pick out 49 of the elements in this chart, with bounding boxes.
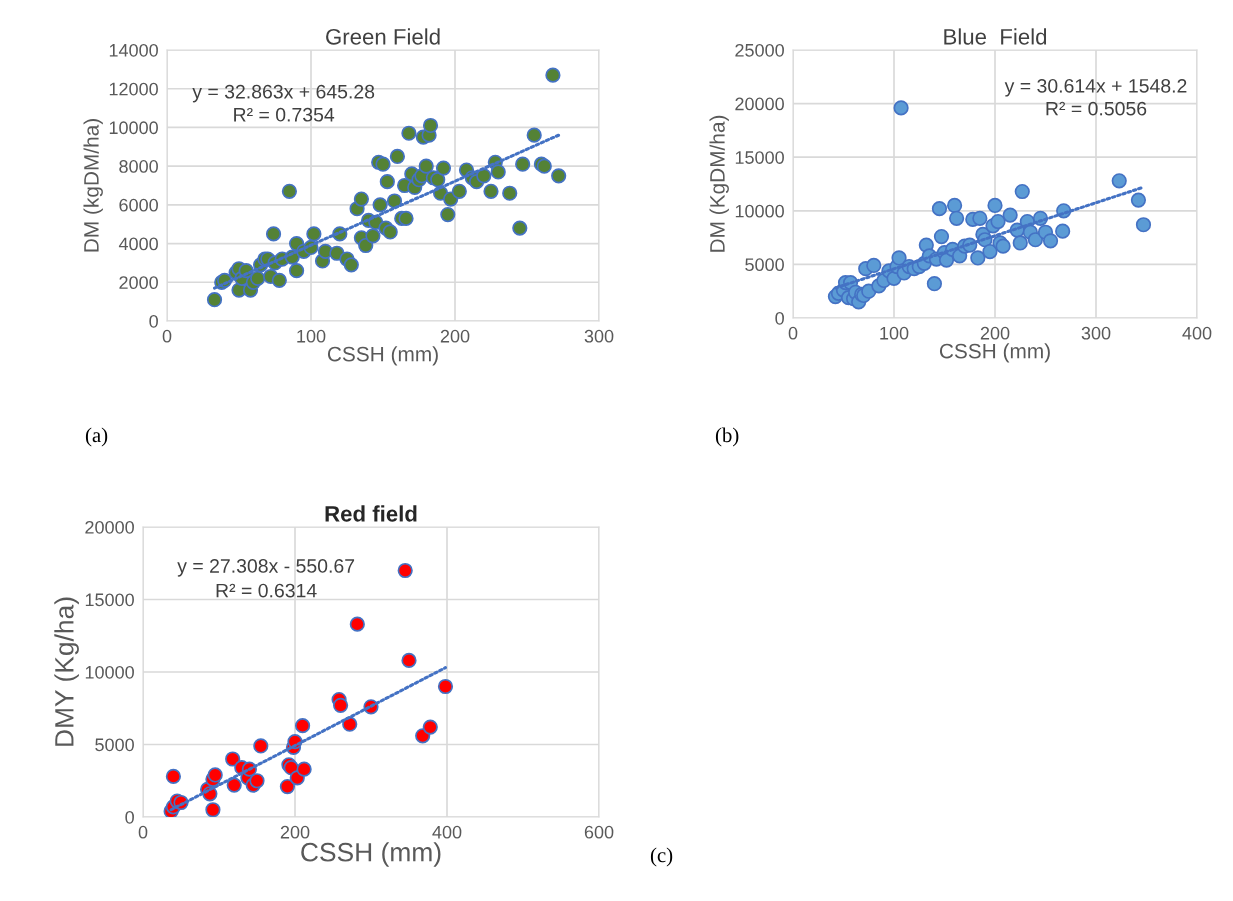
y-tick-label: 0 <box>775 311 784 325</box>
x-tick-label: 0 <box>788 326 798 340</box>
y-tick-label: 15000 <box>735 151 784 164</box>
text: (c) <box>650 847 673 867</box>
y-axis-title: DM (KgDM/ha) <box>709 115 729 252</box>
y-tick-label: 10000 <box>85 665 134 679</box>
chart-title: Green Field <box>326 28 440 45</box>
y-tick-label: 5000 <box>745 258 784 272</box>
x-axis-title: CSSH (mm) <box>939 343 1050 363</box>
annotation: y = 32.863x + 645.28 <box>192 84 375 103</box>
annotation: R² = 0.7354 <box>234 107 335 122</box>
x-tick-label: 200 <box>280 825 310 839</box>
annotation: y = 30.614x + 1548.2 <box>1004 78 1187 97</box>
y-axis-title: DMY (Kg/ha) <box>54 597 79 746</box>
x-tick-label: 100 <box>297 329 326 343</box>
y-tick-label: 8000 <box>119 160 158 173</box>
annotation: y = 27.308x - 550.67 <box>177 559 355 577</box>
y-tick-label: 0 <box>149 314 158 328</box>
x-tick-label: 400 <box>1182 326 1212 340</box>
y-tick-label: 4000 <box>118 237 158 251</box>
y-tick-label: 12000 <box>109 82 158 96</box>
y-tick-label: 15000 <box>85 593 134 607</box>
chart-title: Blue Field <box>944 28 1047 45</box>
text: (a) <box>85 427 108 447</box>
x-tick-label: 300 <box>1081 326 1111 340</box>
x-tick-label: 200 <box>440 329 470 343</box>
y-tick-label: 2000 <box>119 276 158 290</box>
x-tick-label: 200 <box>980 326 1010 340</box>
x-tick-label: 600 <box>584 825 614 839</box>
y-tick-label: 10000 <box>735 204 784 218</box>
chart-title: Red field <box>325 505 417 522</box>
y-tick-label: 14000 <box>109 43 158 57</box>
x-axis-title: CSSH (mm) <box>327 346 438 366</box>
y-tick-label: 0 <box>125 810 134 824</box>
y-tick-label: 10000 <box>109 121 158 135</box>
y-tick-label: 5000 <box>95 738 134 752</box>
x-tick-label: 0 <box>162 329 172 343</box>
annotation: R² = 0.6314 <box>216 583 317 598</box>
y-tick-label: 20000 <box>85 520 134 534</box>
x-tick-label: 100 <box>880 326 909 340</box>
x-axis-title: CSSH (mm) <box>301 842 441 867</box>
x-tick-label: 300 <box>584 329 614 343</box>
y-tick-label: 20000 <box>735 97 784 111</box>
x-tick-label: 400 <box>432 825 462 839</box>
text: (b) <box>715 427 739 447</box>
y-tick-label: 25000 <box>735 43 784 57</box>
y-axis-title: DM (kgDM/ha) <box>83 119 103 252</box>
y-tick-label: 6000 <box>119 198 158 212</box>
annotation: R² = 0.5056 <box>1046 101 1147 116</box>
